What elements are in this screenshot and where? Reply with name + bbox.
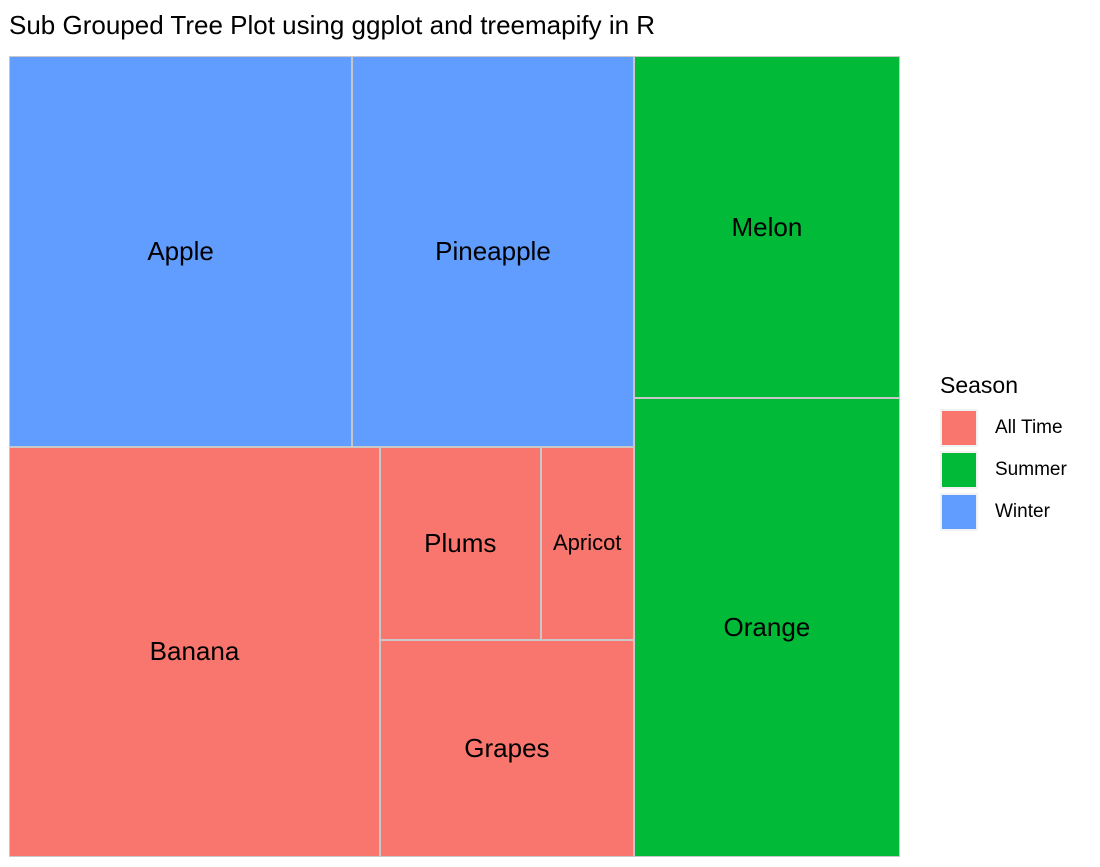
legend-label: Winter: [995, 501, 1050, 522]
tile-grapes: Grapes: [379, 640, 634, 857]
tile-apricot: Apricot: [540, 446, 634, 641]
treemap-plot-area: Apple Pineapple Banana Plums Apricot Grapes Me…: [9, 56, 900, 857]
legend-label: All Time: [995, 417, 1063, 438]
tile-label: Plums: [424, 527, 497, 558]
legend-swatch-all-time: [940, 409, 978, 447]
legend-swatch-summer: [940, 451, 978, 489]
tile-apple: Apple: [9, 56, 353, 447]
legend-swatch-winter: [940, 493, 978, 531]
tile-label: Apricot: [552, 530, 622, 556]
tile-label: Melon: [731, 211, 803, 242]
legend-title: Season: [940, 372, 1019, 398]
tile-label: Apple: [147, 235, 214, 266]
tile-pineapple: Pineapple: [352, 56, 634, 447]
tile-label: Banana: [149, 636, 240, 667]
legend: Season All Time Summer Winter: [940, 372, 1067, 533]
tile-melon: Melon: [633, 56, 900, 399]
legend-entry-all-time: All Time: [940, 407, 1067, 449]
legend-entry-winter: Winter: [940, 491, 1067, 533]
legend-label: Summer: [995, 459, 1067, 480]
tile-orange: Orange: [633, 398, 900, 857]
tile-label: Orange: [723, 612, 811, 643]
tile-banana: Banana: [9, 446, 380, 857]
tile-plums: Plums: [379, 446, 541, 641]
legend-entry-summer: Summer: [940, 449, 1067, 491]
tile-label: Grapes: [464, 733, 550, 764]
tile-label: Pineapple: [435, 235, 551, 266]
chart-title: Sub Grouped Tree Plot using ggplot and t…: [9, 10, 656, 40]
